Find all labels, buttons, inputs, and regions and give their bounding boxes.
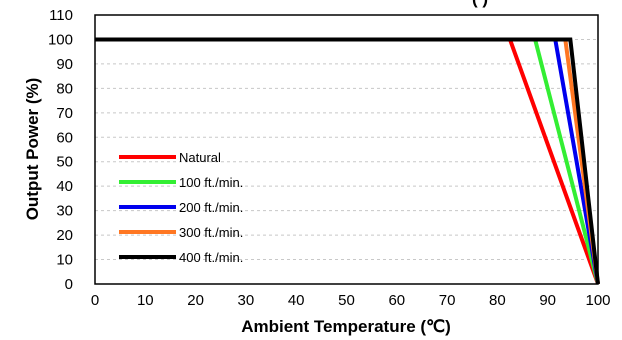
series-lines	[95, 37, 600, 285]
series-line-5	[95, 37, 600, 285]
y-tick-label: 80	[56, 80, 73, 97]
y-tick-label: 20	[56, 227, 73, 244]
x-axis-title: Ambient Temperature (℃)	[241, 317, 451, 336]
legend-label: 100 ft./min.	[179, 175, 243, 190]
x-tick-label: 60	[388, 292, 405, 309]
y-tick-label: 90	[56, 56, 73, 73]
y-tick-label: 30	[56, 203, 73, 220]
legend-label: 300 ft./min.	[179, 225, 243, 240]
y-tick-label: 0	[65, 276, 73, 293]
y-tick-label: 40	[56, 178, 73, 195]
x-tick-label: 90	[539, 292, 556, 309]
y-tick-label: 100	[48, 31, 73, 48]
legend-label: Natural	[179, 150, 221, 165]
x-tick-label: 40	[288, 292, 305, 309]
x-tick-label: 70	[439, 292, 456, 309]
x-tick-label: 100	[585, 292, 610, 309]
y-tick-label: 70	[56, 105, 73, 122]
y-axis-title: Output Power (%)	[23, 78, 42, 221]
x-tick-label: 20	[187, 292, 204, 309]
y-tick-label: 110	[49, 7, 73, 24]
legend-label: 200 ft./min.	[179, 200, 243, 215]
x-tick-label: 0	[91, 292, 99, 309]
y-tick-label: 10	[56, 252, 73, 269]
chart-title: ( )	[472, 0, 488, 8]
legend-label: 400 ft./min.	[179, 250, 243, 265]
x-tick-label: 10	[137, 292, 154, 309]
x-tick-label: 50	[338, 292, 355, 309]
x-tick-label: 80	[489, 292, 506, 309]
tick-labels: 0 10 20 30 40 50 60 70 80 90 100 0 10 20 30 40 50 60 70 80 9…	[48, 7, 611, 309]
plot-frame	[94, 14, 599, 285]
x-tick-label: 30	[238, 292, 255, 309]
y-tick-label: 60	[56, 129, 73, 146]
y-tick-label: 50	[56, 154, 73, 171]
legend: Natural 100 ft./min. 200 ft./min. 300 ft./m…	[119, 150, 243, 265]
